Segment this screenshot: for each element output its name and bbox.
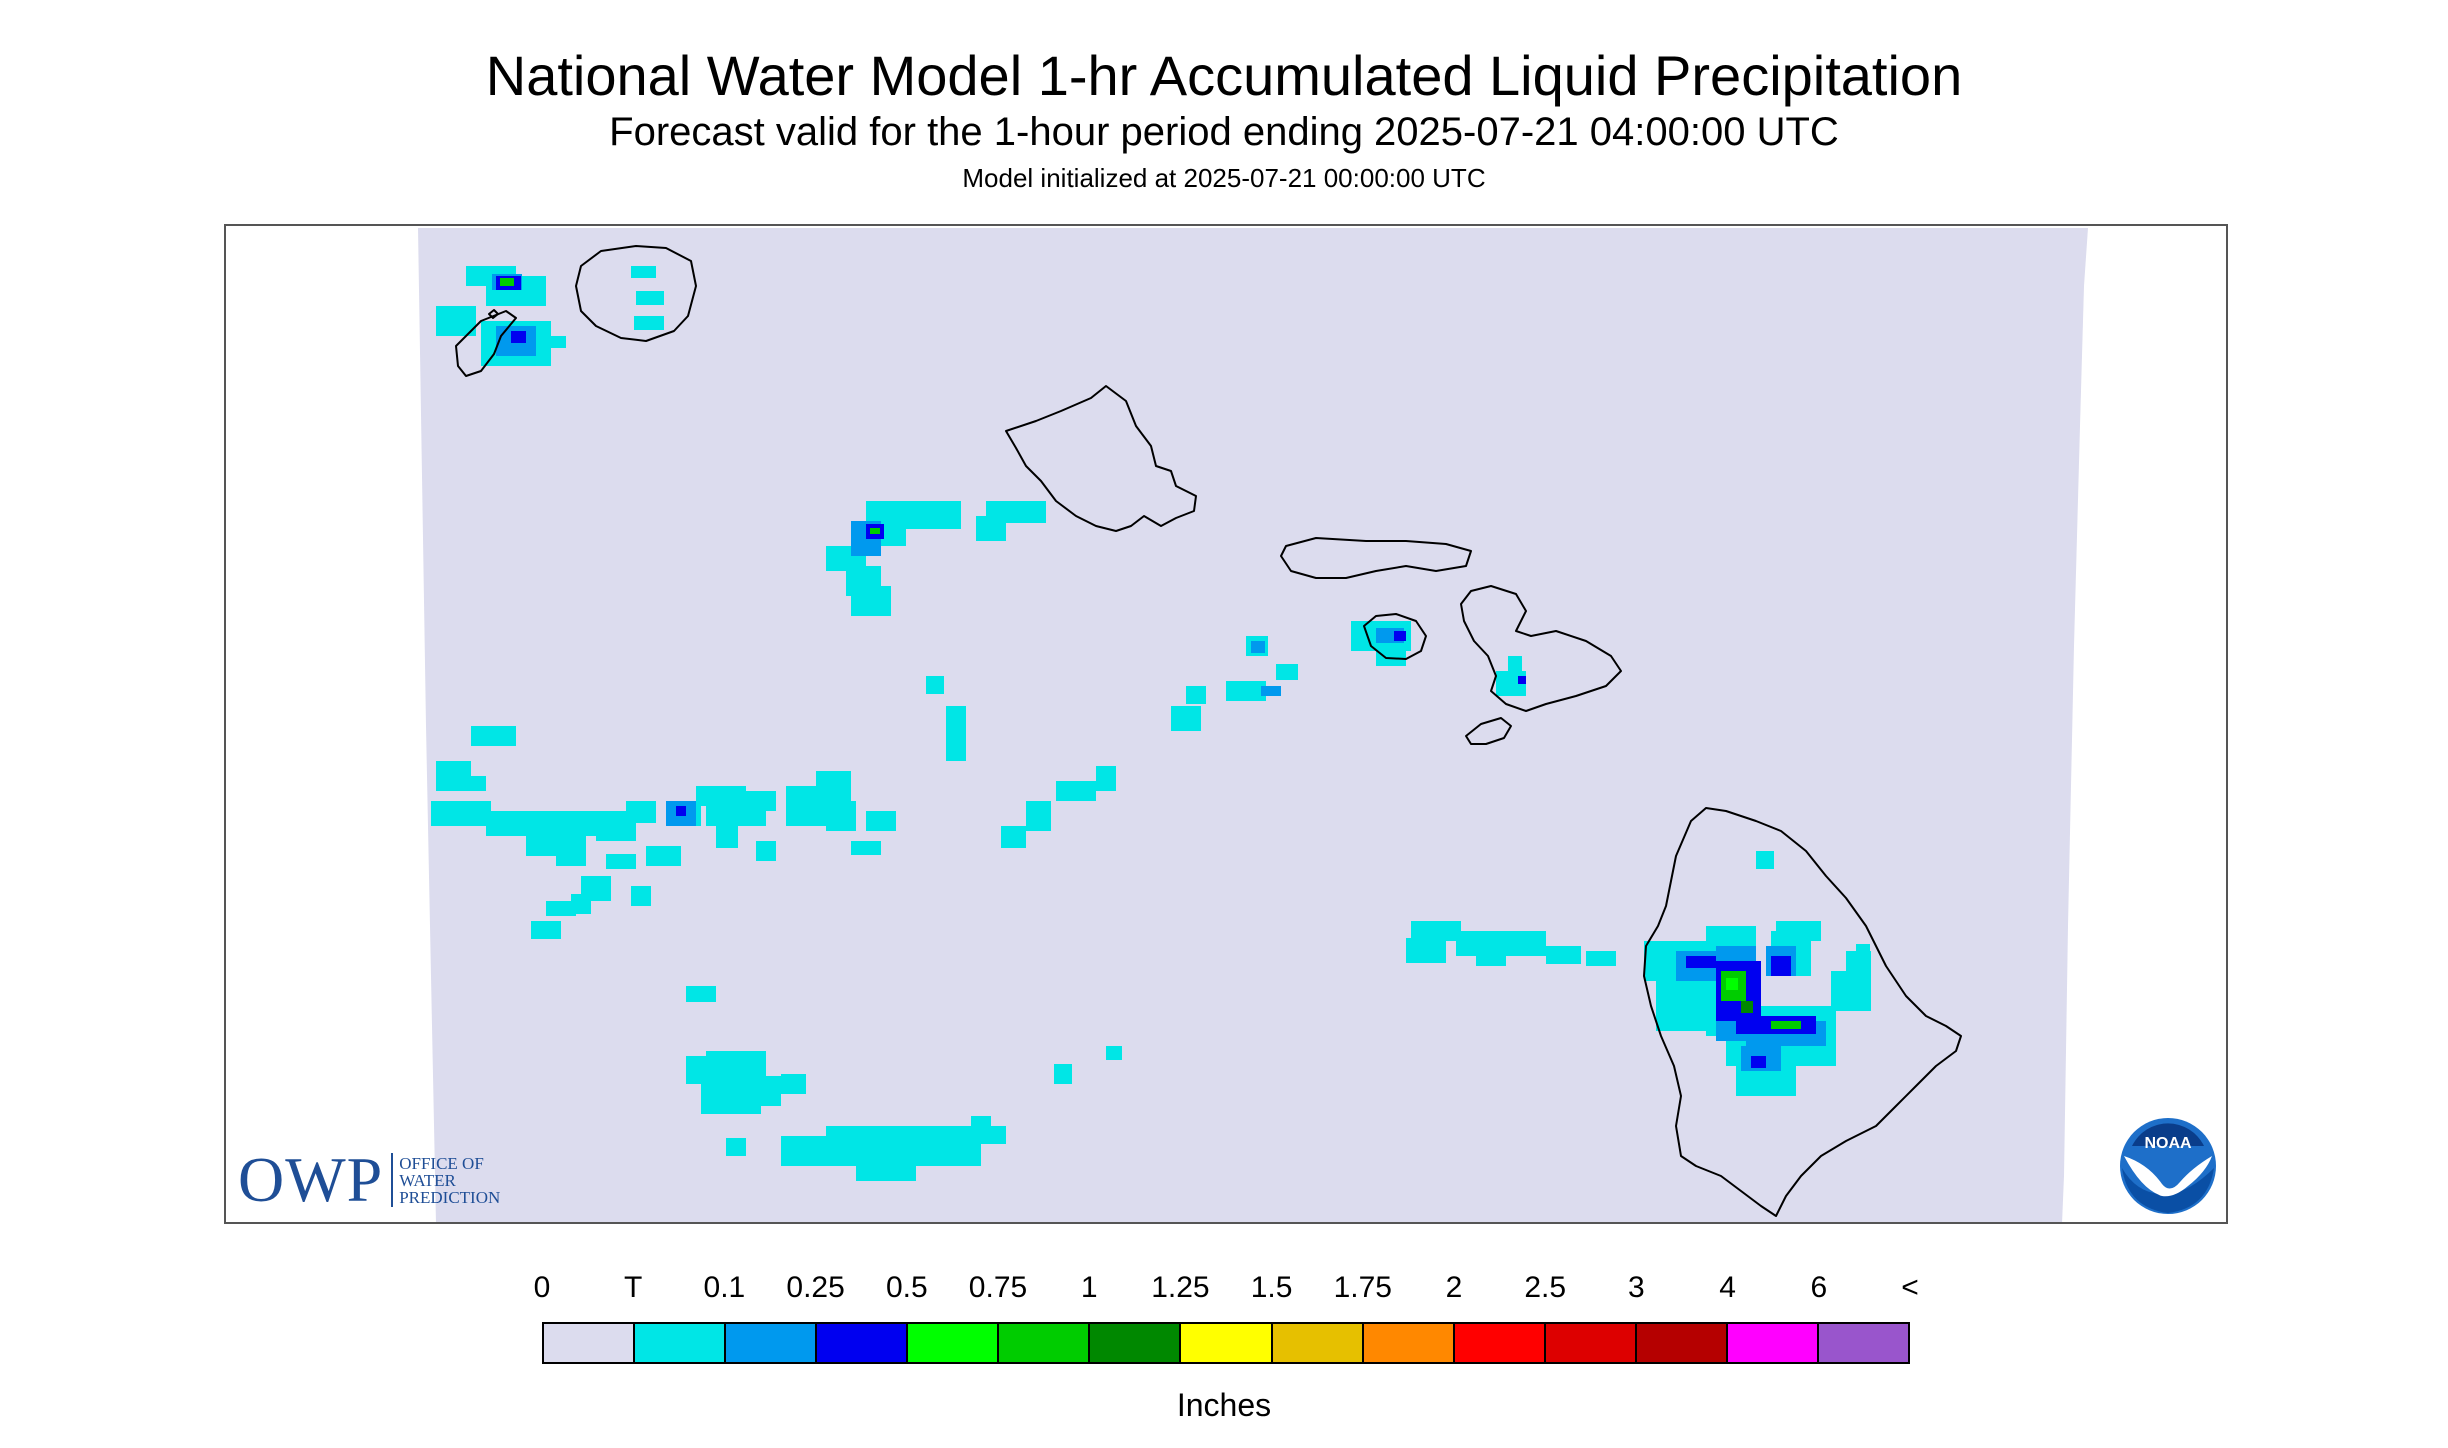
model-init-caption: Model initialized at 2025-07-21 00:00:00… [962,163,1486,193]
owp-line-2: WATER [399,1170,456,1190]
owp-abbreviation: OWP [238,1144,384,1215]
legend-swatch [1363,1324,1455,1362]
owp-full-name: OFFICE OF WATER PREDICTION [399,1155,500,1206]
noaa-logo: NOAA [2120,1118,2216,1214]
coast-lehua [488,309,499,319]
legend-swatch [1818,1324,1908,1362]
legend-swatch [1727,1324,1819,1362]
legend-label: 3 [1628,1271,1645,1304]
owp-logo-separator [391,1153,394,1207]
legend-swatch [544,1324,636,1362]
coast-kauai [575,245,697,342]
legend-swatch [1545,1324,1637,1362]
legend-swatch [908,1324,1000,1362]
coast-maui [1460,585,1622,712]
legend-label: 0.75 [968,1271,1028,1304]
legend-label: 2.5 [1524,1271,1567,1304]
legend-swatch [817,1324,909,1362]
legend-swatch [1272,1324,1364,1362]
precipitation-map [224,224,2228,1224]
legend-label: 1.25 [1151,1271,1210,1304]
owp-line-1: OFFICE OF [399,1153,484,1173]
legend-swatch [726,1324,818,1362]
coast-molokai [1280,537,1472,579]
coast-lanai [1363,613,1427,660]
legend-label: 2 [1445,1271,1463,1304]
legend-label: < [1901,1271,1919,1304]
coast-kahoolawe [1465,717,1512,745]
legend-swatch [1454,1324,1546,1362]
noaa-logo-text: NOAA [2144,1135,2192,1152]
map-canvas [418,228,2088,1222]
legend-labels: 0 T 0.1 0.25 0.5 0.75 1 1.25 1.5 1.75 2 2.5 3 4 6 < [514,1268,1964,1308]
legend-colorbar [542,1322,1910,1364]
legend-label: 0.5 [885,1271,928,1304]
legend-label: 1.75 [1333,1271,1392,1304]
legend-label: 4 [1719,1271,1736,1304]
precip-heavy-cells [500,278,1801,1029]
legend-label: 0.25 [786,1271,845,1304]
coastlines [455,245,1962,1217]
legend-label: 1.5 [1250,1271,1293,1304]
legend-swatch [1636,1324,1728,1362]
legend-label: 6 [1810,1271,1828,1304]
legend-label: 0.1 [703,1271,746,1304]
legend-label: T [624,1271,643,1304]
owp-line-3: PREDICTION [399,1187,501,1207]
model-domain [418,228,2088,1222]
coast-oahu [1005,385,1197,532]
owp-logo: OWP OFFICE OF WATER PREDICTION [238,1144,500,1215]
forecast-valid-subtitle: Forecast valid for the 1-hour period end… [609,110,1839,154]
legend-label: 0 [533,1271,551,1304]
coast-niihau [455,310,517,377]
legend-swatch [635,1324,727,1362]
legend-swatch [1181,1324,1273,1362]
legend-swatch [1090,1324,1182,1362]
map-title: National Water Model 1-hr Accumulated Li… [485,44,1963,107]
legend-label: 1 [1080,1271,1098,1304]
coast-hawaii [1643,807,1962,1217]
legend-units: Inches [1176,1387,1272,1423]
legend-swatch [999,1324,1091,1362]
